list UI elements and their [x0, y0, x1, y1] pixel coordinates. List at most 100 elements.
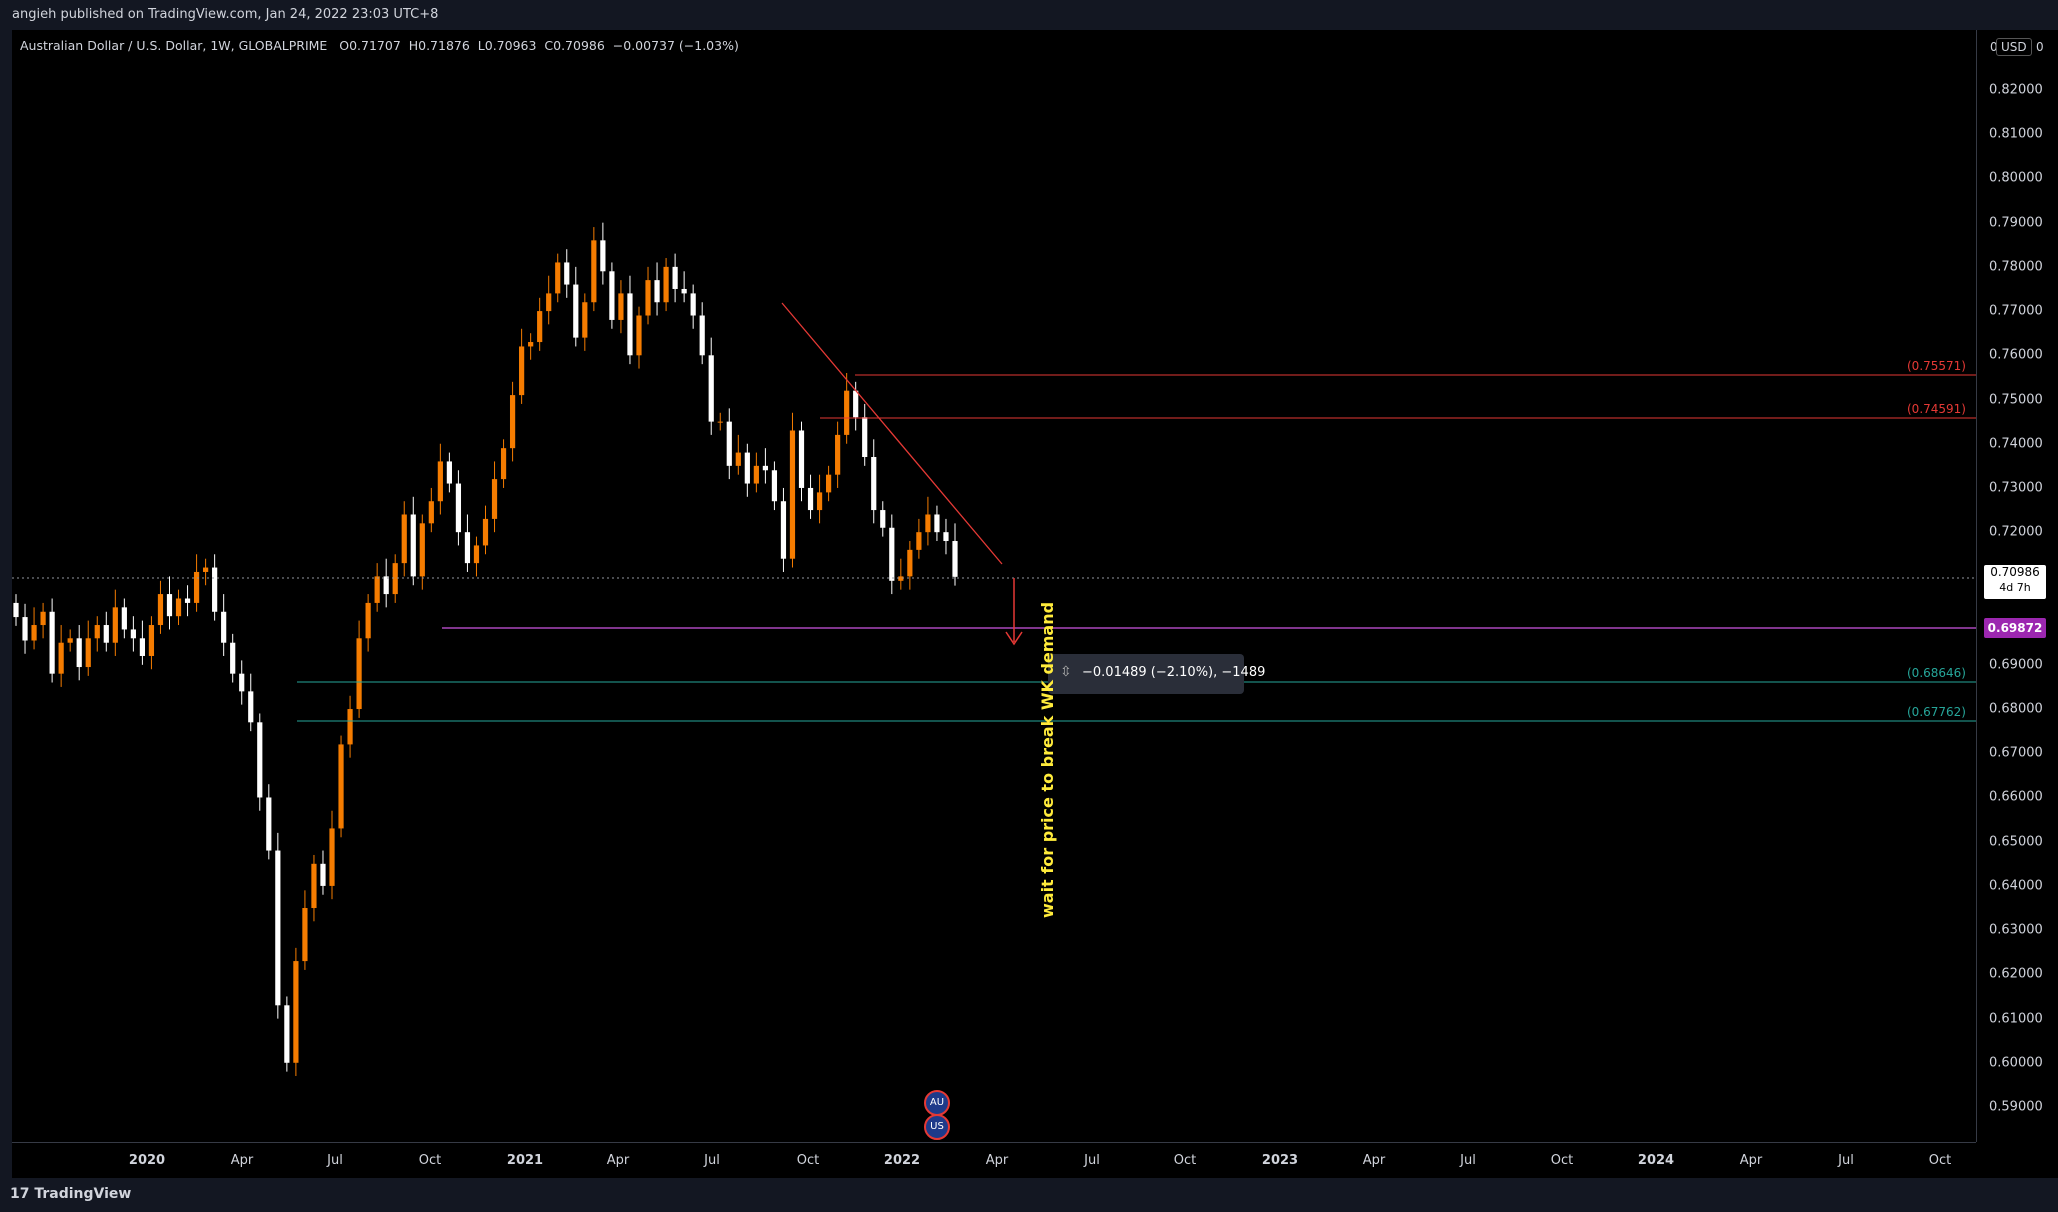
candle-body — [600, 240, 606, 272]
candle-body — [293, 961, 299, 1063]
time-label: Oct — [796, 1153, 820, 1168]
candle-body — [193, 571, 200, 603]
candle-body — [907, 549, 913, 577]
candle-body — [528, 342, 534, 347]
candle-body — [130, 629, 136, 639]
price-label: 0.77000 — [1989, 303, 2043, 319]
change-value: −0.00737 (−1.03%) — [612, 38, 739, 53]
candle-body — [157, 594, 164, 626]
time-label: Apr — [1739, 1153, 1763, 1168]
candle-body — [645, 280, 651, 316]
time-label: Jul — [1838, 1153, 1854, 1168]
candle-body — [347, 709, 353, 745]
candle-body — [573, 284, 579, 338]
candle-body — [212, 567, 218, 612]
candle-body — [302, 908, 308, 962]
time-label: 2023 — [1261, 1153, 1299, 1168]
time-label: 2020 — [128, 1153, 166, 1168]
candle-body — [248, 691, 254, 723]
candlestick-chart[interactable] — [12, 30, 1976, 1142]
time-label: Oct — [1550, 1153, 1574, 1168]
candle-body — [85, 638, 91, 668]
candle-body — [356, 638, 362, 710]
candle-body — [708, 355, 714, 422]
candle-body — [744, 452, 750, 484]
candle-body — [780, 501, 787, 559]
time-label: Oct — [1173, 1153, 1197, 1168]
time-label: 2024 — [1637, 1153, 1675, 1168]
candle-body — [221, 611, 227, 643]
candle-body — [175, 598, 182, 617]
symbol-legend: Australian Dollar / U.S. Dollar, 1W, GLO… — [20, 38, 739, 53]
time-label: 2021 — [506, 1153, 544, 1168]
currency-selector[interactable]: USD — [1996, 38, 2032, 56]
time-label: Jul — [1460, 1153, 1476, 1168]
candle-body — [871, 457, 877, 511]
chart-area[interactable]: Australian Dollar / U.S. Dollar, 1W, GLO… — [12, 30, 1976, 1142]
measure-tooltip: ⇳ −0.01489 (−2.10%), −1489 — [1048, 654, 1265, 694]
brand-name: TradingView — [34, 1186, 132, 1202]
tradingview-logo[interactable]: 𝟭𝟳 TradingView — [10, 1186, 131, 1202]
candle-body — [564, 262, 570, 285]
candle-body — [862, 417, 868, 458]
candle-body — [591, 240, 597, 303]
time-label: Oct — [1928, 1153, 1952, 1168]
candle-body — [410, 514, 416, 577]
price-label: 0.72000 — [1989, 524, 2043, 540]
candle-body — [663, 266, 669, 303]
demand-price-tag: 0.69872 — [1984, 618, 2046, 638]
candle-body — [103, 625, 109, 643]
candle-body — [76, 638, 82, 668]
level-label-lower2: (0.67762) — [1907, 705, 1966, 719]
candle-body — [31, 625, 37, 641]
high-value: H0.71876 — [408, 38, 470, 53]
time-label: Jul — [704, 1153, 720, 1168]
candle-body — [121, 607, 127, 630]
candle-body — [654, 280, 660, 303]
us-flag-icon[interactable]: US — [924, 1114, 950, 1140]
measure-text: −0.01489 (−2.10%), −1489 — [1082, 665, 1266, 680]
trend-line[interactable] — [781, 302, 1003, 565]
candle-body — [148, 625, 155, 656]
candle-body — [943, 532, 949, 542]
candle-body — [952, 541, 958, 577]
price-label: 0.79000 — [1989, 215, 2043, 231]
candle-body — [789, 430, 796, 559]
candle-body — [627, 293, 633, 356]
candle-body — [184, 598, 191, 603]
au-flag-icon[interactable]: AU — [924, 1090, 950, 1116]
candle-body — [762, 465, 768, 471]
candle-body — [266, 797, 272, 851]
currency-left-zero: 0 — [1990, 40, 1998, 54]
price-label: 0.66000 — [1989, 789, 2043, 805]
close-value: C0.70986 — [544, 38, 605, 53]
currency-right-zero: 0 — [2036, 40, 2044, 54]
publisher-bar: angieh published on TradingView.com, Jan… — [0, 0, 2058, 30]
price-label: 0.67000 — [1989, 745, 2043, 761]
annotation-text[interactable]: wait for price to break WK demand — [1038, 601, 1057, 918]
candle-body — [464, 532, 471, 564]
candle-body — [853, 390, 859, 418]
candle-body — [40, 611, 46, 626]
price-label: 0.73000 — [1989, 480, 2043, 496]
candle-body — [473, 545, 480, 564]
last-price-value: 0.70986 — [1990, 565, 2040, 579]
candle-body — [392, 563, 398, 595]
candle-body — [636, 315, 642, 356]
left-edge — [0, 30, 12, 1178]
open-value: O0.71707 — [339, 38, 401, 53]
publisher-text: angieh published on TradingView.com, Jan… — [12, 7, 439, 22]
time-label: Apr — [1362, 1153, 1386, 1168]
price-label: 0.63000 — [1989, 922, 2043, 938]
low-value: L0.70963 — [477, 38, 537, 53]
candle-body — [816, 492, 823, 511]
measure-arrowhead — [1005, 631, 1023, 646]
candle-body — [491, 479, 498, 519]
time-axis[interactable]: 2020 Apr Jul Oct 2021 Apr Jul Oct 2022 Apr Jul Oct 2… — [12, 1142, 1976, 1179]
price-label: 0.62000 — [1989, 966, 2043, 982]
time-label: 2022 — [883, 1153, 921, 1168]
price-label: 0.59000 — [1989, 1099, 2043, 1115]
candle-body — [618, 293, 624, 320]
candle-body — [735, 452, 741, 466]
price-label: 0.82000 — [1989, 82, 2043, 98]
